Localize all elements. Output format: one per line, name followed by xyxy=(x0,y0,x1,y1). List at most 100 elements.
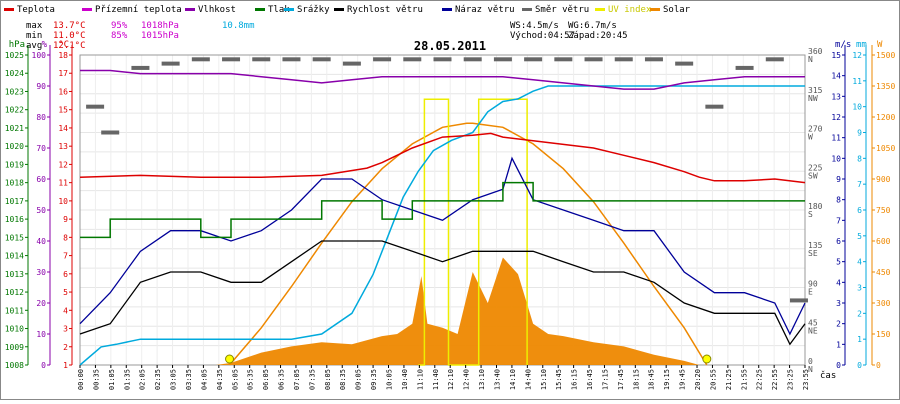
x-tick-label: 10:40 xyxy=(401,369,409,390)
axis-temperature-tick-label: 3 xyxy=(63,325,68,334)
axis-temperature-tick-label: 14 xyxy=(58,124,68,133)
direction-name-label: SW xyxy=(808,171,818,180)
axis-rain-tick-label: 12 xyxy=(852,51,862,60)
axis-solar-tick-label: 600 xyxy=(876,237,891,246)
x-tick-label: 22:25 xyxy=(756,369,764,390)
axis-pressure-tick-label: 1010 xyxy=(5,325,24,334)
series-temperature xyxy=(79,132,806,184)
x-axis: 00:00 00:35 01:05 01:35 02:05 02:35 03:05 03:35… xyxy=(77,365,836,390)
axis-temperature-tick-label: 2 xyxy=(63,343,68,352)
axis-humidity-tick-label: 20 xyxy=(36,299,46,308)
wind-direction-mark xyxy=(191,57,210,62)
axis-solar-tick-label: 1350 xyxy=(876,82,895,91)
x-tick-label: 17:15 xyxy=(601,369,609,390)
axis-solar-tick-label: 1200 xyxy=(876,113,895,122)
wind-direction-mark xyxy=(433,57,452,62)
legend-swatch-naraz xyxy=(442,8,452,11)
x-tick-label: 11:40 xyxy=(432,369,440,390)
legend-label-uv: UV index xyxy=(608,5,652,15)
axis-pressure-tick-label: 1014 xyxy=(5,252,24,261)
axis-temperature-tick-label: 15 xyxy=(58,106,68,115)
stat-rain-total: 10.8mm xyxy=(222,21,255,31)
axis-rain-tick-label: 4 xyxy=(857,258,862,267)
axis-rain-unit: mm xyxy=(856,40,867,50)
axis-temperature-tick-label: 13 xyxy=(58,142,68,151)
wind-direction-mark xyxy=(101,130,120,135)
axes: hPa1008100910101011101210131014101510161… xyxy=(5,40,896,374)
wind-direction-mark xyxy=(463,57,482,62)
x-tick-label: 09:05 xyxy=(355,369,363,390)
series-wind-gust xyxy=(79,156,806,336)
legend-label-naraz: Náraz větru xyxy=(455,5,515,15)
axis-solar-unit: W xyxy=(877,40,883,50)
sunrise-marker xyxy=(225,354,235,364)
axis-wind-speed-tick-label: 8 xyxy=(836,196,841,205)
axis-temperature-tick-label: 1 xyxy=(63,361,68,370)
x-tick-label: 15:45 xyxy=(555,369,563,390)
axis-rain-tick-label: 0 xyxy=(857,361,862,370)
x-tick-label: 01:05 xyxy=(108,369,116,390)
wind-direction-mark xyxy=(222,57,241,62)
axis-temperature-tick-label: 17 xyxy=(58,69,68,78)
wind-direction-mark xyxy=(584,57,603,62)
direction-name-label: N xyxy=(808,55,813,64)
axis-pressure-unit: hPa xyxy=(9,40,25,50)
axis-solar-tick-label: 900 xyxy=(876,175,891,184)
axis-pressure-tick-label: 1018 xyxy=(5,179,24,188)
wind-direction-mark xyxy=(765,57,784,62)
direction-degree-label: 90 xyxy=(808,280,818,289)
axis-humidity-tick-label: 100 xyxy=(32,51,47,60)
wind-direction-mark xyxy=(789,298,808,303)
wind-direction-mark xyxy=(644,57,663,62)
x-tick-label: 00:35 xyxy=(92,369,100,390)
x-tick-label: 18:45 xyxy=(648,369,656,390)
stat-ws: WS:4.5m/s xyxy=(510,21,559,31)
wind-direction-mark xyxy=(161,61,180,66)
stat-wg: WG:6.7m/s xyxy=(568,21,617,31)
x-tick-label: 12:40 xyxy=(463,369,471,390)
x-axis-label: čas xyxy=(820,370,836,381)
axis-humidity-unit: % xyxy=(42,40,48,50)
x-tick-label: 06:35 xyxy=(278,369,286,390)
axis-wind-speed-tick-label: 11 xyxy=(831,134,841,143)
axis-pressure-tick-label: 1017 xyxy=(5,197,24,206)
axis-pressure-tick-label: 1016 xyxy=(5,215,24,224)
axis-humidity-tick-label: 40 xyxy=(36,237,46,246)
direction-degree-label: 45 xyxy=(808,318,818,327)
legend-swatch-solar xyxy=(650,8,660,11)
direction-degree-label: 360 xyxy=(808,47,823,56)
stat-sunrise: Východ:04:57 xyxy=(510,31,575,41)
axis-pressure-tick-label: 1023 xyxy=(5,87,24,96)
x-tick-label: 04:05 xyxy=(200,369,208,390)
stat-min-hum: 85% xyxy=(111,31,128,41)
wind-direction-mark xyxy=(252,57,271,62)
legend-label-tlak: Tlak xyxy=(268,5,290,15)
axis-pressure-tick-label: 1022 xyxy=(5,106,24,115)
direction-degree-label: 270 xyxy=(808,125,823,134)
legend-label-solar: Solar xyxy=(663,5,691,15)
direction-name-label: W xyxy=(808,133,813,142)
axis-wind-speed-tick-label: 4 xyxy=(836,278,841,287)
x-tick-label: 05:05 xyxy=(231,369,239,390)
direction-degree-label: 315 xyxy=(808,86,823,95)
axis-rain-tick-label: 8 xyxy=(857,154,862,163)
axis-wind-speed-tick-label: 7 xyxy=(836,216,841,225)
direction-name-label: NE xyxy=(808,326,818,335)
x-tick-label: 16:45 xyxy=(586,369,594,390)
x-tick-label: 07:35 xyxy=(308,369,316,390)
axis-wind-speed-tick-label: 6 xyxy=(836,237,841,246)
axis-pressure-tick-label: 1009 xyxy=(5,343,24,352)
axis-humidity-tick-label: 0 xyxy=(41,361,46,370)
stats-block: max 13.7°C 95% 1018hPa 10.8mm min 11.0°C… xyxy=(26,21,628,51)
axis-pressure-tick-label: 1012 xyxy=(5,288,24,297)
axis-wind-speed-tick-label: 2 xyxy=(836,320,841,329)
legend-swatch-srazky xyxy=(284,8,294,11)
axis-temperature-tick-label: 11 xyxy=(58,179,68,188)
legend-label-teplota: Teplota xyxy=(17,5,55,15)
wind-direction-mark xyxy=(524,57,543,62)
x-tick-label: 13:10 xyxy=(478,369,486,390)
series-solar xyxy=(80,257,805,365)
axis-temperature-tick-label: 8 xyxy=(63,233,68,242)
direction-name-label: E xyxy=(808,288,813,297)
direction-degree-label: 180 xyxy=(808,202,823,211)
